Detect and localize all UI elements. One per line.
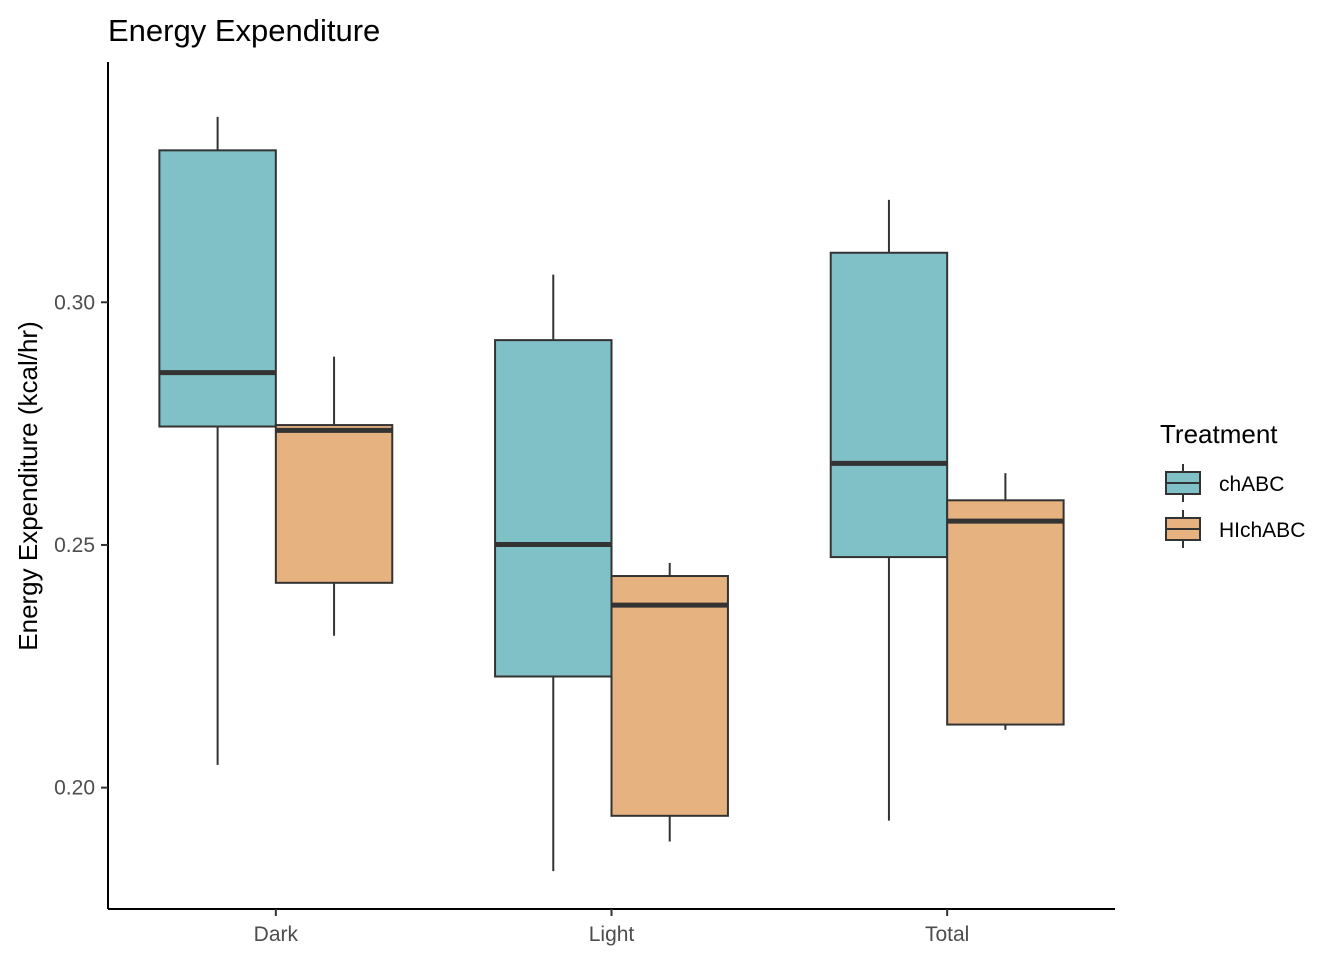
legend-item-hichabc: HIchABC <box>1165 510 1305 548</box>
legend-items: chABC HIchABC <box>1165 464 1305 548</box>
box-dark-hichabc <box>274 356 394 636</box>
legend-title: Treatment <box>1160 419 1278 449</box>
legend: Treatment chABC HIchABC <box>1160 419 1305 548</box>
y-tick-label: 0.20 <box>54 777 95 800</box>
iqr-box <box>494 339 613 678</box>
iqr-box <box>946 499 1065 726</box>
box-layer <box>158 116 1065 872</box>
box-dark-chabc <box>158 116 277 765</box>
box-light-chabc <box>494 274 613 872</box>
x-tick-label: Light <box>589 923 635 946</box>
x-tick-label: Dark <box>254 923 299 946</box>
iqr-box <box>274 424 394 584</box>
y-axis-label: Energy Expenditure (kcal/hr) <box>13 321 43 650</box>
legend-item-chabc: chABC <box>1165 464 1284 502</box>
y-axis-ticks: 0.20 0.25 0.30 <box>54 291 108 800</box>
chart-title: Energy Expenditure <box>108 13 380 48</box>
y-tick-label: 0.25 <box>54 534 95 557</box>
box-total-hichabc <box>946 473 1065 730</box>
legend-label: HIchABC <box>1219 519 1305 542</box>
x-tick-label: Total <box>925 923 969 946</box>
iqr-box <box>158 149 277 428</box>
box-light-hichabc <box>610 562 729 842</box>
x-axis-ticks: Dark Light Total <box>254 909 969 946</box>
box-total-chabc <box>829 199 949 821</box>
y-tick-label: 0.30 <box>54 291 95 314</box>
iqr-box <box>829 251 949 559</box>
iqr-box <box>610 575 729 817</box>
legend-label: chABC <box>1219 473 1284 496</box>
